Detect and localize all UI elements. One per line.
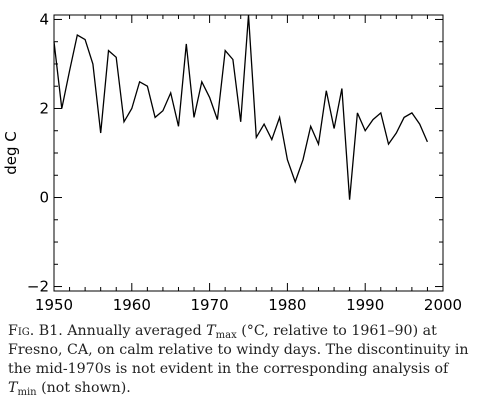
x-tick-label: 1980 — [268, 296, 306, 314]
tmin-symbol: T — [8, 380, 18, 396]
tmin-subscript: min — [17, 387, 37, 398]
figure-label: Fig. B1. — [8, 323, 63, 339]
tmax-subscript: max — [215, 330, 237, 341]
tmax-symbol: T — [206, 323, 216, 339]
y-tick-label: 0 — [39, 189, 49, 207]
y-tick-label: −2 — [27, 278, 49, 296]
y-axis-label: deg C — [2, 131, 20, 175]
figure-caption: Fig. B1. Annually averaged Tmax (°C, rel… — [8, 322, 478, 398]
x-tick-label: 1990 — [346, 296, 384, 314]
caption-text-3: (not shown). — [36, 380, 131, 396]
caption-text-2: (°C, relative to 1961–90) at Fresno, CA,… — [8, 323, 469, 377]
tmax-line-chart: 1950 1960 1970 1980 1990 2000 −2 0 2 4 deg C — [2, 10, 462, 314]
y-tick-label: 2 — [39, 99, 49, 117]
caption-text-1: Annually averaged — [62, 323, 207, 339]
x-tick-label: 2000 — [424, 296, 462, 314]
y-tick-label: 4 — [39, 10, 49, 28]
axis-ticks — [53, 15, 444, 291]
x-tick-label: 1960 — [113, 296, 151, 314]
axis-tick-labels: 1950 1960 1970 1980 1990 2000 −2 0 2 4 — [27, 10, 462, 314]
tmax-series-line — [53, 14, 428, 200]
x-tick-label: 1970 — [191, 296, 229, 314]
x-tick-label: 1950 — [35, 296, 73, 314]
plot-frame — [53, 14, 444, 292]
